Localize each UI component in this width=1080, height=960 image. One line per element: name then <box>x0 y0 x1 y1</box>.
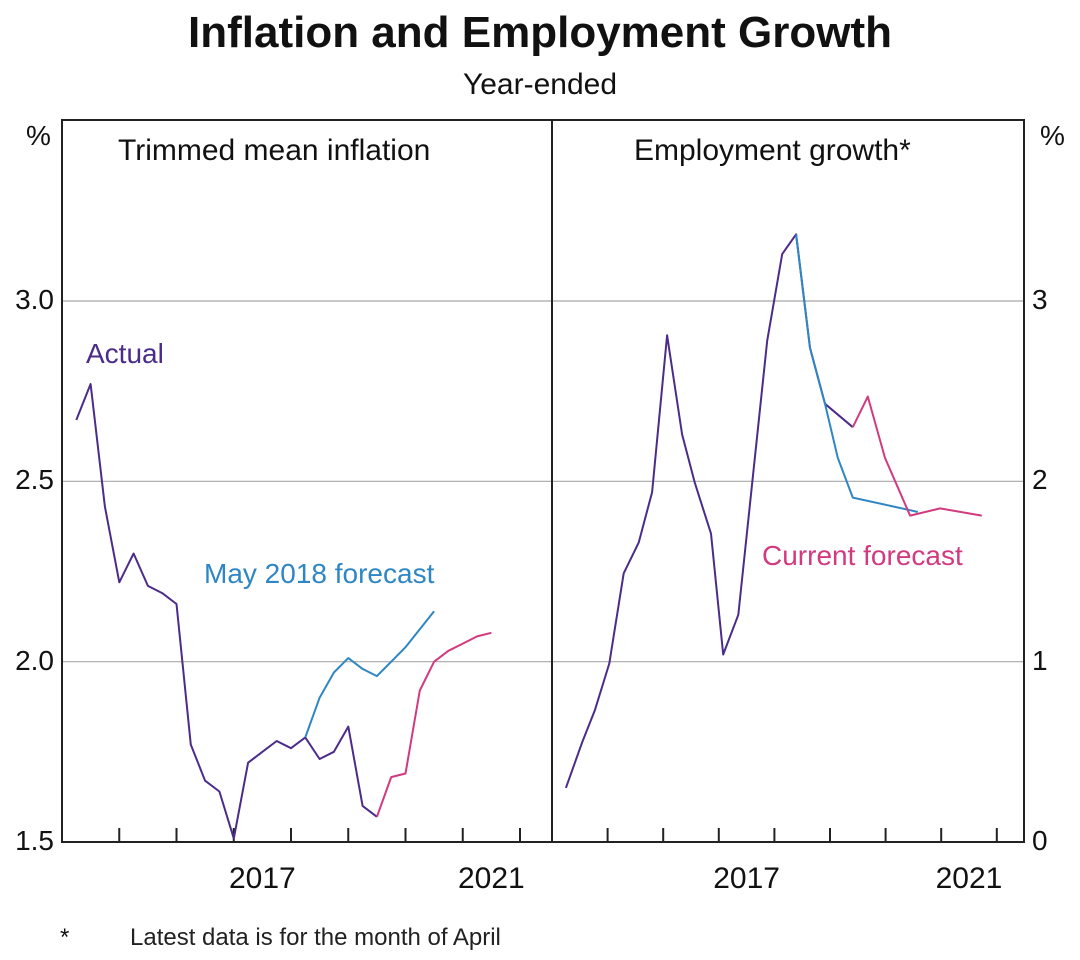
right-panel-title: Employment growth* <box>634 134 911 167</box>
may-forecast-series-label: May 2018 forecast <box>204 558 435 589</box>
x-tick-label: 2021 <box>935 862 1003 895</box>
series-line-may-2018-forecast <box>304 610 435 738</box>
y-tick-label: 2.5 <box>15 464 54 496</box>
right-unit-label: % <box>1040 120 1065 151</box>
series-line-may-2018-forecast <box>795 234 919 513</box>
chart-title: Inflation and Employment Growth <box>188 8 892 57</box>
y-tick-label: 1 <box>1032 644 1048 676</box>
y-tick-label: 2 <box>1032 464 1048 496</box>
y-tick-label: 0 <box>1032 825 1048 856</box>
y-tick-label: 2.0 <box>15 644 54 676</box>
current-forecast-series-label: Current forecast <box>762 540 963 571</box>
x-tick-label: 2017 <box>229 862 296 895</box>
y-tick-label: 3 <box>1032 284 1048 315</box>
left-panel-title: Trimmed mean inflation <box>118 134 431 167</box>
y-tick-label: 3.0 <box>15 284 54 315</box>
series-line-actual <box>564 233 854 789</box>
series-line-current-forecast <box>851 395 982 517</box>
plot-frame <box>61 119 1025 843</box>
series-line-actual <box>75 383 378 840</box>
x-tick-label: 2021 <box>458 862 525 895</box>
left-unit-label: % <box>26 120 51 151</box>
x-tick-label: 2017 <box>713 862 780 895</box>
chart-subtitle: Year-ended <box>462 68 618 101</box>
y-tick-label: 1.5 <box>15 825 54 856</box>
footnote-marker: * <box>60 924 70 951</box>
series-line-current-forecast <box>375 631 492 818</box>
actual-series-label: Actual <box>86 338 164 369</box>
footnote-text: Latest data is for the month of April <box>130 924 501 951</box>
